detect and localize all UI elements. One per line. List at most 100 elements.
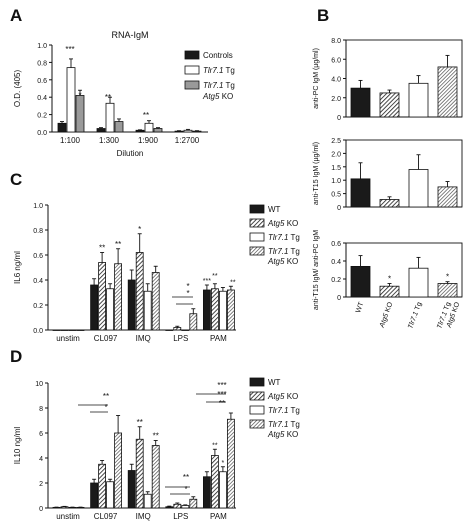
- panel-a-bar: [114, 121, 124, 133]
- panel-a-ytick-label: 0.6: [37, 78, 47, 85]
- panel-d-ytick-label: 2: [39, 481, 43, 488]
- panel-c-bar: [226, 289, 235, 331]
- panel-c-bar: [218, 290, 227, 331]
- panel-a-ytick-label: 0.2: [37, 113, 47, 120]
- panel-d-bar: [181, 505, 190, 509]
- panel-b-ylabel: anti-T15 IgM (µg/ml): [313, 142, 320, 205]
- panel-a-xtick-label: 1:100: [60, 136, 81, 145]
- panel-label-b: B: [317, 6, 330, 25]
- panel-b-bar: [437, 186, 458, 208]
- panel-c-ytick-label: 1.0: [33, 203, 43, 210]
- panel-d-bar: [173, 503, 182, 509]
- panel-c-ytick-label: 0.2: [33, 303, 43, 310]
- panel-d-bar: [127, 470, 136, 509]
- panel-d-bar: [90, 482, 98, 509]
- panel-a-ytick-label: 0.0: [37, 130, 47, 137]
- panel-d-bar: [114, 432, 122, 509]
- panel-b-bar: [408, 267, 429, 298]
- legend-a-tlr7-swatch: [184, 65, 200, 75]
- panel-d-annotation: **: [219, 399, 225, 408]
- panel-c-bar: [76, 329, 85, 331]
- panel-a-bar: [57, 122, 67, 133]
- panel-c-bar: [135, 252, 144, 331]
- panel-a-annotation: **: [105, 93, 111, 102]
- panel-a-ylabel: O.D. (405): [13, 69, 22, 107]
- panel-b-2-ytick-label: 2.0: [331, 151, 341, 158]
- panel-d-legend-wt-swatch: [249, 377, 265, 387]
- panel-c-bar: [127, 279, 136, 331]
- panel-d-bar: [143, 493, 152, 509]
- panel-b-annotation: *: [388, 275, 391, 284]
- panel-d-legend-tlr7-label: Tlr7.1 Tg: [268, 406, 300, 415]
- panel-d-ytick-label: 8: [39, 406, 43, 413]
- panel-d-annotation: ***: [217, 381, 226, 390]
- panel-b-2-ytick-label: 2.5: [331, 138, 341, 145]
- panel-b-3-ytick-label: 0.6: [331, 241, 341, 248]
- legend-a-controls-label: Controls: [203, 51, 233, 60]
- panel-c-annotation: *: [186, 289, 189, 298]
- panel-d-annotation: **: [103, 392, 109, 401]
- panel-c-xtick-label: LPS: [173, 334, 188, 343]
- panel-c-bar: [173, 327, 182, 331]
- panel-b-xtick-label: WT: [355, 301, 366, 314]
- panel-b-3-ytick-label: 0.4: [331, 259, 341, 266]
- panel-d-bar: [210, 455, 219, 509]
- panel-a-xtick-label: 1:300: [99, 136, 120, 145]
- panel-c-ytick-label: 0.4: [33, 278, 43, 285]
- legend-a-tlr7-label: Tlr7.1 Tg: [203, 66, 235, 75]
- panel-d-annotation: **: [183, 473, 189, 482]
- panel-a-bar: [105, 102, 115, 133]
- panel-c-bar: [210, 288, 219, 331]
- panel-c-annotation: *: [138, 225, 141, 234]
- panel-a-xtick-label: 1:2700: [175, 136, 200, 145]
- panel-c-bar: [52, 329, 61, 331]
- panel-a-bar: [192, 130, 202, 133]
- panel-d-annotation: **: [137, 418, 143, 427]
- panel-d-legend-tlr7-atg5-label: Tlr7.1 Tg: [268, 420, 300, 429]
- panel-d-bar: [189, 498, 198, 509]
- panel-d-annotation: *: [184, 485, 187, 494]
- panel-c-ylabel: IL6 ng/ml: [13, 251, 22, 284]
- panel-c-legend-tlr7-label: Tlr7.1 Tg: [268, 233, 300, 242]
- panel-c-xtick-label: unstim: [56, 334, 80, 343]
- legend-a-tlr7-atg5-swatch: [184, 80, 200, 90]
- panel-c-legend-atg5-label: Atg5 KO: [267, 219, 298, 228]
- panel-c-xtick-label: PAM: [210, 334, 227, 343]
- panel-c-annotation: *: [186, 282, 189, 291]
- panel-c-annotation: ***: [203, 278, 211, 285]
- panel-d-bar: [226, 418, 235, 509]
- panel-a-annotation: *: [78, 91, 81, 100]
- panel-c-legend-tlr7-atg5-swatch: [249, 246, 265, 256]
- panel-b-ylabel: anti-T15 IgM/ anti-PC IgM: [313, 230, 320, 310]
- panel-d-xtick-label: IMQ: [136, 512, 151, 521]
- panel-b-bar: [350, 265, 371, 298]
- panel-b-ylabel: anti-PC IgM (µg/ml): [313, 48, 320, 109]
- panel-d-ylabel: IL10 ng/ml: [13, 427, 22, 465]
- panel-b-1-ytick-label: 6.0: [331, 57, 341, 64]
- panel-d-legend-tlr7-atg5-swatch: [249, 419, 265, 429]
- panel-c-bar: [98, 262, 106, 331]
- panel-b-bar: [437, 66, 458, 118]
- panel-c-ytick-label: 0.8: [33, 228, 43, 235]
- panel-a-ytick-label: 0.4: [37, 95, 47, 102]
- panel-label-d: D: [10, 347, 23, 366]
- panel-a-annotation: **: [143, 111, 149, 120]
- panel-c-bar: [151, 272, 160, 331]
- panel-b-bar: [408, 82, 429, 118]
- panel-a-xlabel: Dilution: [117, 149, 144, 158]
- panel-d-legend-wt-label: WT: [268, 378, 281, 387]
- panel-a-bar: [183, 129, 193, 133]
- panel-b-bar: [379, 199, 400, 208]
- panel-d-legend-atg5-label: Atg5 KO: [267, 392, 298, 401]
- panel-c-legend-atg5-swatch: [249, 218, 265, 228]
- panel-c-xtick-label: IMQ: [136, 334, 151, 343]
- panel-d-legend-atg5-swatch: [249, 391, 265, 401]
- panel-c-bar: [189, 313, 198, 331]
- panel-c-bar: [106, 288, 114, 331]
- panel-b-2-ytick-label: 0.5: [331, 192, 341, 199]
- panel-c-legend-tlr7-swatch: [249, 232, 265, 242]
- panel-c-bar: [68, 329, 77, 331]
- panel-c-annotation: **: [230, 279, 236, 286]
- panel-b-xtick-label: Atg5 KO: [378, 301, 394, 330]
